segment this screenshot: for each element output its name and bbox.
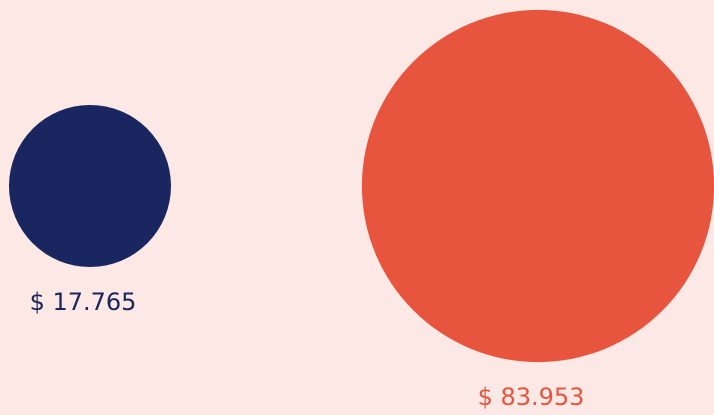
bubble (8, 104, 172, 268)
bubble (361, 9, 714, 363)
value-label: $ 83.953 (478, 383, 585, 411)
value-label: $ 17.765 (30, 288, 137, 316)
